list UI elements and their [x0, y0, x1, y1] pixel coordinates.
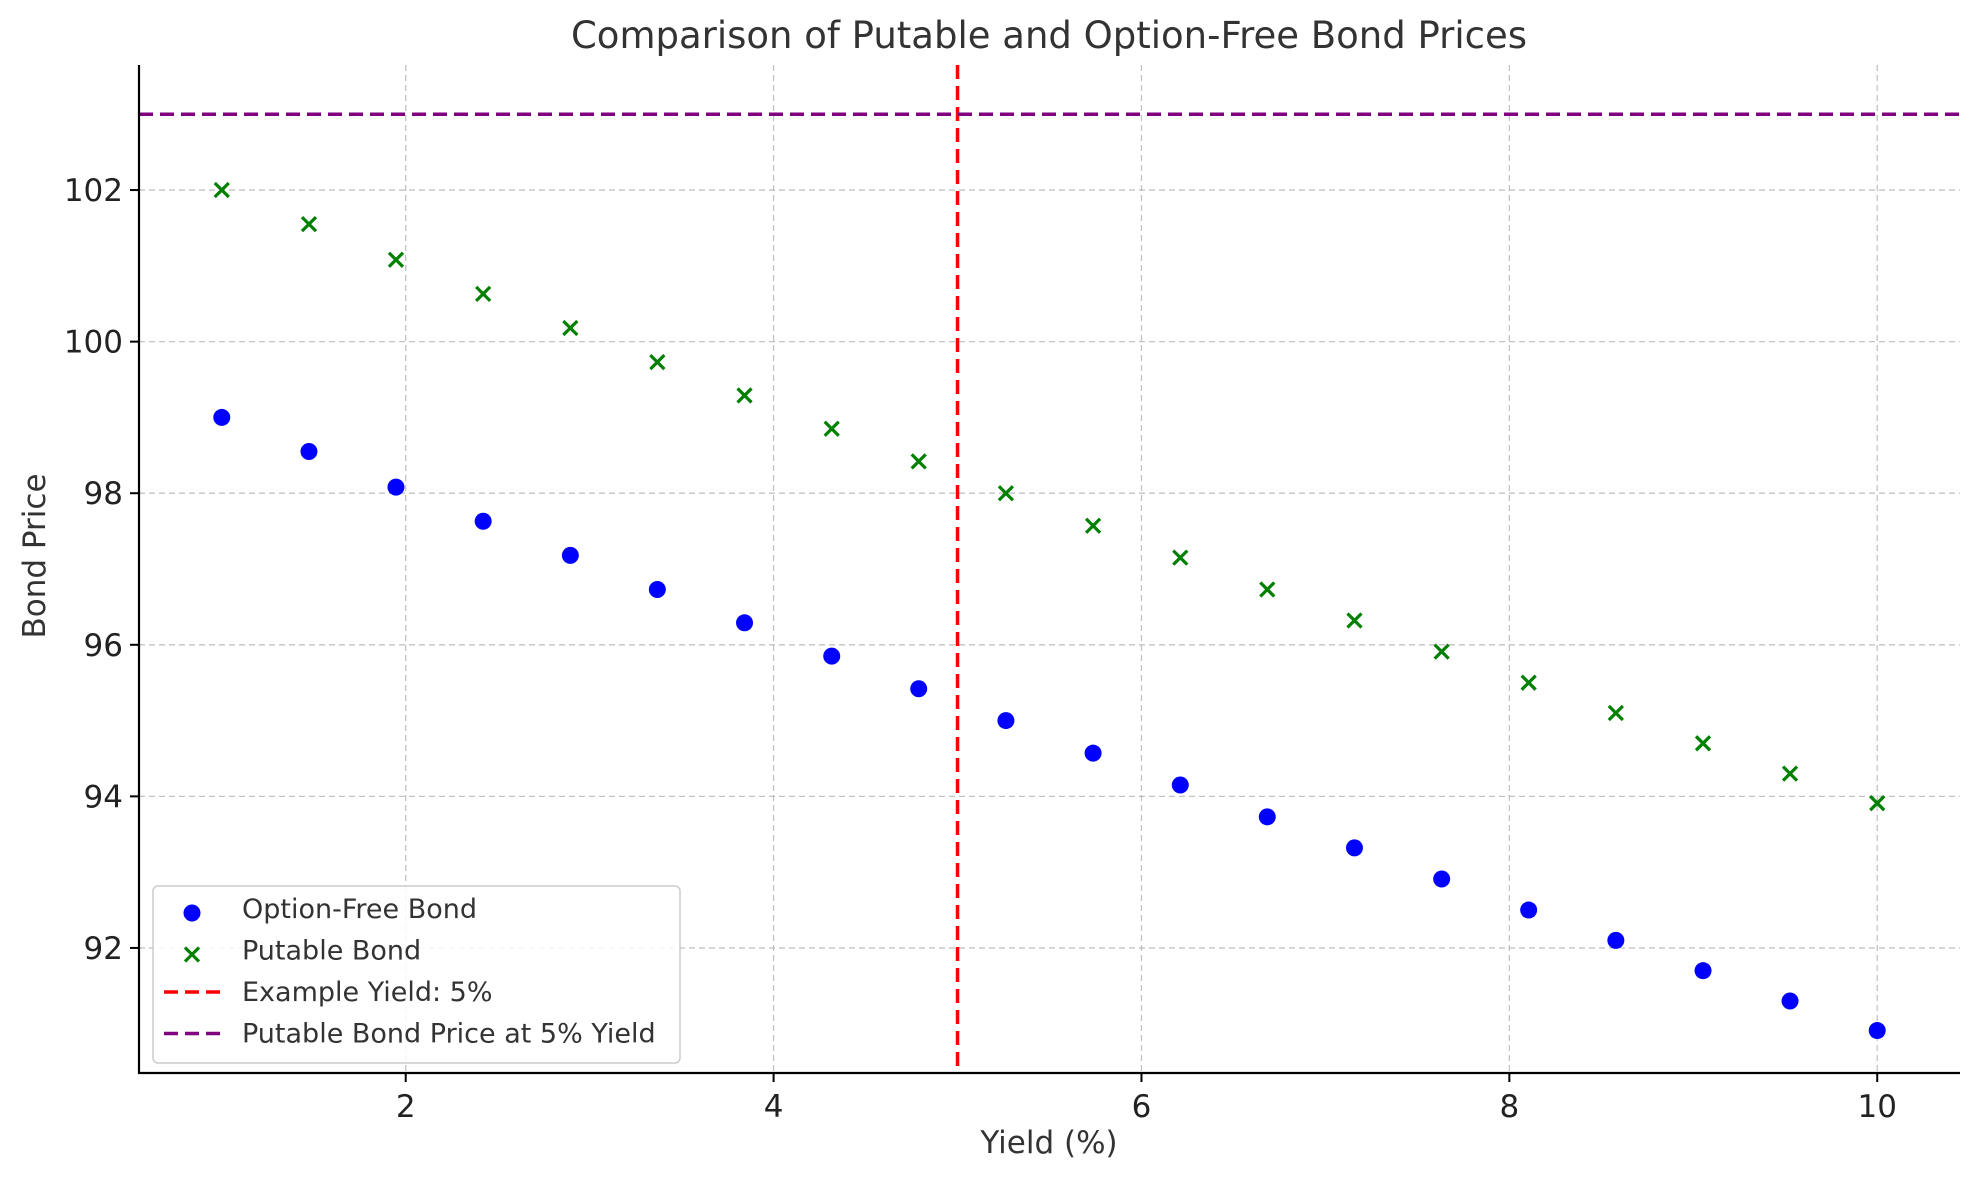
data-point	[997, 712, 1015, 730]
legend-marker-x	[183, 946, 201, 963]
data-point	[823, 420, 840, 437]
data-point	[1172, 549, 1189, 566]
legend-box	[152, 885, 681, 1064]
axes-spine	[137, 65, 1960, 1075]
legend-label: Option-Free Bond	[242, 894, 477, 925]
data-point	[736, 387, 753, 404]
data-point	[910, 453, 927, 470]
data-point	[997, 485, 1015, 502]
y-tick-label: 94	[84, 779, 123, 815]
x-tick-label: 6	[1132, 1089, 1152, 1125]
data-point	[649, 353, 666, 371]
data-point	[736, 614, 754, 632]
data-point	[1868, 1022, 1886, 1040]
y-tick-label: 102	[64, 173, 123, 209]
data-point	[1607, 704, 1624, 722]
data-point	[1258, 808, 1276, 826]
y-tick-label: 100	[64, 325, 123, 361]
data-point	[1781, 765, 1799, 782]
data-point	[562, 319, 579, 337]
data-point	[1084, 517, 1102, 534]
data-point	[910, 680, 928, 698]
series-option-free-bond	[213, 408, 1886, 1040]
data-point	[1346, 612, 1363, 629]
legend-marker-circle	[183, 904, 201, 922]
legend-label: Putable Bond Price at 5% Yield	[242, 1019, 656, 1050]
data-point	[1694, 735, 1712, 752]
data-point	[474, 512, 492, 530]
data-point	[475, 285, 492, 303]
data-point	[387, 478, 405, 496]
data-point	[300, 216, 318, 233]
data-point	[1781, 992, 1799, 1010]
data-point	[648, 580, 666, 598]
x-tick-label: 2	[396, 1089, 416, 1125]
chart-title: Comparison of Putable and Option-Free Bo…	[571, 14, 1527, 57]
data-point	[1520, 901, 1538, 919]
data-point	[213, 408, 231, 426]
y-tick-label: 96	[84, 628, 123, 664]
legend: Option-Free Bond Putable Bond Example Yiel…	[152, 885, 681, 1064]
data-point	[1084, 744, 1102, 762]
data-point	[213, 181, 230, 199]
data-point	[1345, 839, 1363, 857]
data-point	[823, 647, 841, 665]
x-axis-label: Yield (%)	[979, 1125, 1117, 1161]
data-point	[1259, 581, 1276, 598]
x-tick-label: 4	[764, 1089, 784, 1125]
legend-label: Example Yield: 5%	[242, 977, 493, 1008]
data-point	[1694, 962, 1712, 980]
data-point	[1869, 795, 1886, 812]
data-point	[387, 251, 405, 268]
y-tick-label: 98	[84, 476, 123, 512]
data-point	[1433, 643, 1450, 660]
plot-area: 2 4 6 8 10 92 94 96 98 100 102	[64, 65, 1960, 1125]
series-putable-bond	[213, 181, 1886, 812]
data-point	[1171, 776, 1189, 794]
y-axis-label: Bond Price	[17, 473, 53, 638]
x-tick-label: 8	[1499, 1089, 1519, 1125]
y-tick-label: 92	[84, 931, 123, 967]
data-point	[561, 546, 579, 564]
x-tick-label: 10	[1858, 1089, 1897, 1125]
data-point	[1607, 931, 1625, 949]
data-point	[300, 443, 318, 461]
data-point	[1520, 674, 1537, 691]
legend-label: Putable Bond	[242, 936, 421, 967]
data-point	[1433, 870, 1451, 888]
